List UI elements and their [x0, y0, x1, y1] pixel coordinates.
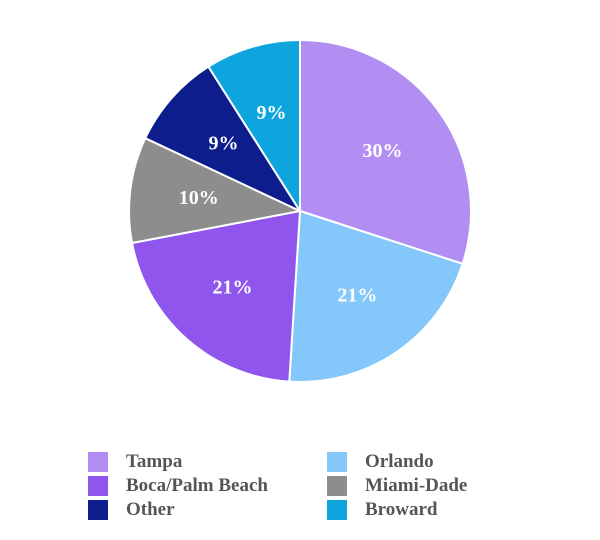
legend-label-boca-palm-beach: Boca/Palm Beach — [126, 475, 268, 496]
slice-label-broward: 9% — [257, 102, 287, 124]
legend-item-tampa: Tampa — [88, 451, 182, 473]
legend-item-boca-palm-beach: Boca/Palm Beach — [88, 475, 268, 497]
legend-swatch-boca-palm-beach — [88, 476, 108, 496]
pie-chart: 30% 21% 21% 10% 9% 9% — [128, 39, 472, 383]
legend-label-other: Other — [126, 499, 175, 520]
legend-label-miami-dade: Miami-Dade — [365, 475, 468, 496]
pie-slice-broward — [207, 39, 301, 212]
pie-slice-tampa — [299, 39, 472, 265]
legend-swatch-orlando — [327, 452, 347, 472]
slice-label-boca-palm-beach: 21% — [213, 277, 253, 299]
legend-item-other: Other — [88, 499, 175, 521]
slice-label-orlando: 21% — [337, 284, 377, 306]
legend-item-broward: Broward — [327, 499, 437, 521]
pie-slice-labels: 30% 21% 21% 10% 9% 9% — [179, 102, 403, 306]
slice-label-tampa: 30% — [363, 140, 403, 162]
legend-swatch-miami-dade — [327, 476, 347, 496]
pie-slice-miami-dade — [128, 137, 301, 245]
legend-swatch-tampa — [88, 452, 108, 472]
pie-slice-orlando — [288, 210, 464, 383]
slice-label-other: 9% — [208, 133, 238, 155]
pie-slices — [128, 39, 472, 383]
legend-swatch-broward — [327, 500, 347, 520]
legend-label-tampa: Tampa — [126, 451, 183, 472]
legend-label-broward: Broward — [365, 499, 438, 520]
legend-item-orlando: Orlando — [327, 451, 434, 473]
legend-label-orlando: Orlando — [365, 451, 434, 472]
legend-item-miami-dade: Miami-Dade — [327, 475, 467, 497]
slice-label-miami-dade: 10% — [179, 187, 219, 209]
legend-swatch-other — [88, 500, 108, 520]
pie-slice-other — [144, 65, 301, 212]
pie-slice-boca-palm-beach — [131, 210, 301, 383]
